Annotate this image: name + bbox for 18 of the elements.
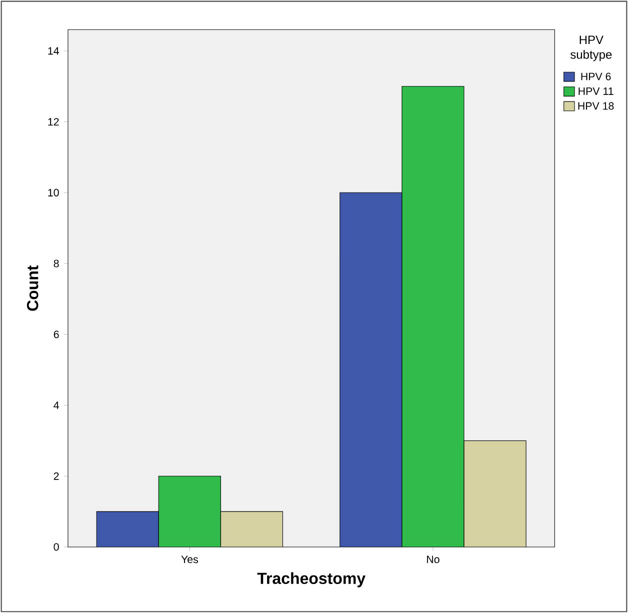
legend-title: HPV subtype <box>570 36 612 62</box>
bar <box>96 511 159 547</box>
legend-label: HPV 18 <box>578 102 614 110</box>
y-tick-label: 2 <box>54 472 59 480</box>
y-tick-label: 14 <box>48 47 59 55</box>
y-tick-label: 6 <box>54 330 59 338</box>
x-tick-label: No <box>427 556 440 564</box>
x-axis-title: Tracheostomy <box>257 572 366 588</box>
y-axis-title: Count <box>26 265 38 311</box>
bar <box>340 192 402 547</box>
x-tick-label: Yes <box>181 556 198 564</box>
y-tick-label: 8 <box>54 260 59 268</box>
legend-label: HPV 11 <box>578 88 614 95</box>
y-tick-label: 10 <box>48 188 59 196</box>
y-tick-label: 12 <box>48 118 59 126</box>
y-tick-label: 0 <box>54 543 59 551</box>
legend-label: HPV 6 <box>581 72 611 80</box>
y-tick-label: 4 <box>54 402 59 409</box>
